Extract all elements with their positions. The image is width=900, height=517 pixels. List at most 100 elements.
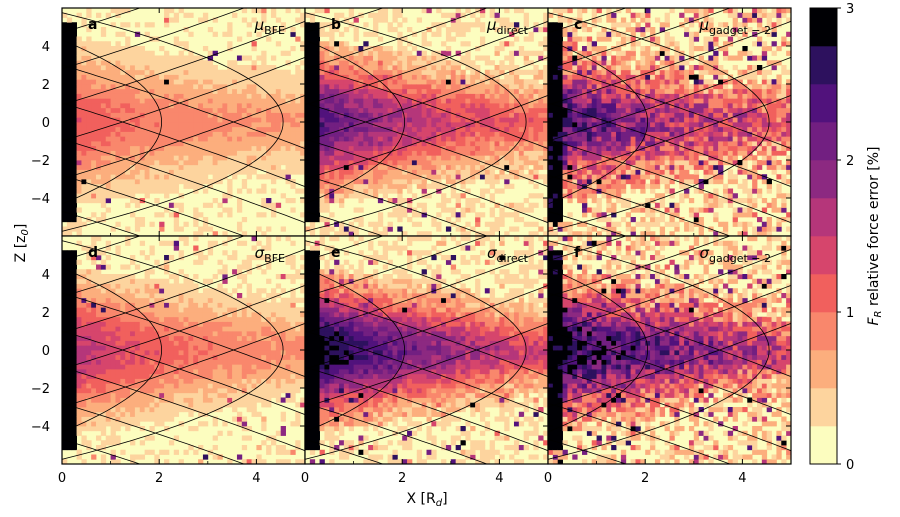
- heatmap-cell: [373, 46, 379, 52]
- heatmap-cell: [66, 60, 73, 66]
- heatmap-cell: [125, 202, 131, 208]
- heatmap-cell: [343, 188, 350, 194]
- heatmap-cell: [198, 103, 204, 109]
- heatmap-cell: [664, 46, 670, 52]
- heatmap-cell: [586, 117, 593, 123]
- heatmap-cell: [577, 183, 583, 189]
- heatmap-cell: [71, 46, 77, 52]
- heatmap-cell: [217, 122, 223, 128]
- heatmap-cell: [290, 145, 296, 151]
- heatmap-cell: [441, 183, 447, 189]
- heatmap-cell: [557, 60, 563, 66]
- heatmap-cell: [329, 74, 335, 80]
- heatmap-cell: [586, 41, 593, 47]
- heatmap-cell: [523, 126, 529, 132]
- heatmap-cell: [684, 131, 690, 137]
- heatmap-cell: [616, 107, 622, 113]
- heatmap-cells: [548, 8, 791, 236]
- heatmap-cell: [368, 231, 374, 236]
- heatmap-cell: [664, 69, 670, 75]
- heatmap-cell: [154, 198, 160, 204]
- heatmap-cell: [431, 55, 437, 61]
- heatmap-cell: [611, 226, 617, 232]
- heatmap-cell: [202, 98, 209, 104]
- heatmap-cell: [130, 131, 136, 137]
- heatmap-cell: [193, 141, 199, 147]
- heatmap-cell: [275, 107, 282, 113]
- heatmap-cell: [718, 198, 724, 204]
- heatmap-cell: [134, 107, 141, 113]
- heatmap-cell: [334, 169, 340, 175]
- heatmap-cell: [591, 193, 597, 199]
- heatmap-cell: [460, 31, 466, 37]
- heatmap-cell: [548, 212, 554, 218]
- heatmap-cell: [698, 117, 704, 123]
- heatmap-cell: [688, 126, 695, 132]
- heatmap-cell: [528, 107, 534, 113]
- heatmap-cell: [134, 112, 141, 118]
- contour-line: [305, 174, 489, 236]
- heatmap-cell: [305, 169, 311, 175]
- heatmap-cell: [650, 98, 656, 104]
- heatmap-cell: [679, 65, 685, 71]
- heatmap-cell: [295, 107, 301, 113]
- heatmap-cell: [654, 202, 661, 208]
- heatmap-cell: [402, 69, 408, 75]
- heatmap-cell: [625, 202, 632, 208]
- heatmap-cell: [305, 46, 311, 52]
- heatmap-cell: [368, 84, 374, 90]
- heatmap-cell: [261, 17, 267, 23]
- heatmap-cell: [645, 136, 651, 142]
- heatmap-cell: [504, 55, 510, 61]
- heatmap-cell: [348, 169, 354, 175]
- heatmap-cell: [130, 188, 136, 194]
- heatmap-cell: [533, 174, 539, 180]
- heatmap-cell: [411, 126, 418, 132]
- heatmap-cell: [202, 46, 209, 52]
- heatmap-cell: [86, 174, 92, 180]
- heatmap-cell: [635, 103, 641, 109]
- heatmap-cell: [270, 155, 277, 161]
- heatmap-cell: [115, 93, 121, 99]
- heatmap-cell: [91, 131, 97, 137]
- heatmap-cell: [339, 41, 345, 47]
- heatmap-cell: [222, 103, 228, 109]
- heatmap-cell: [698, 55, 704, 61]
- heatmap-cell: [96, 150, 102, 156]
- heatmap-cell: [669, 79, 675, 85]
- heatmap-cell: [664, 12, 670, 18]
- heatmap-cell: [188, 98, 194, 104]
- heatmap-cell: [504, 131, 510, 137]
- heatmap-cell: [713, 112, 719, 118]
- panel-letter: a: [88, 17, 97, 33]
- heatmap-cell: [130, 117, 136, 123]
- heatmap-cell: [66, 145, 73, 151]
- heatmap-cell: [139, 131, 146, 137]
- heatmap-cell: [227, 126, 233, 132]
- heatmap-cell: [334, 79, 340, 85]
- heatmap-cell: [494, 103, 500, 109]
- heatmap-cell: [300, 198, 305, 204]
- heatmap-cell: [703, 193, 709, 199]
- heatmap-cell: [202, 131, 209, 137]
- heatmap-cell: [290, 131, 296, 137]
- heatmap-cell: [552, 221, 559, 227]
- heatmap-cell: [256, 126, 262, 132]
- heatmap-cell: [261, 231, 267, 236]
- heatmap-cell: [348, 50, 354, 56]
- heatmap-cell: [353, 226, 359, 232]
- heatmap-cell: [144, 126, 150, 132]
- heatmap-cell: [557, 103, 563, 109]
- heatmap-cell: [159, 112, 165, 118]
- heatmap-cell: [81, 112, 87, 118]
- heatmap-cell: [305, 217, 311, 223]
- heatmap-cell: [198, 55, 204, 61]
- heatmap-cell: [232, 84, 238, 90]
- heatmap-cell: [708, 84, 714, 90]
- heatmap-cell: [387, 145, 393, 151]
- heatmap-cell: [650, 103, 656, 109]
- heatmap-cell: [499, 41, 505, 47]
- heatmap-cell: [397, 164, 403, 170]
- heatmap-cell: [635, 174, 641, 180]
- heatmap-cell: [494, 74, 500, 80]
